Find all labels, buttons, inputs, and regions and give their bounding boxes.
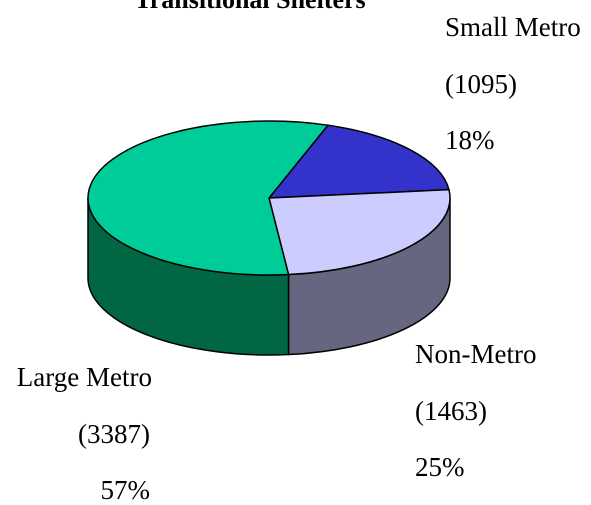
slice-label: Non-Metro: [415, 339, 536, 369]
percent-label: 18%: [445, 125, 495, 155]
count-label: (1463): [415, 396, 487, 426]
slice: [87, 120, 330, 276]
count-label: (3387): [78, 419, 150, 449]
slice-label: Large Metro: [17, 362, 152, 392]
slice: [268, 188, 451, 276]
slice-label: Small Metro: [445, 12, 581, 42]
count-label: (1095): [445, 69, 517, 99]
chart-title: Transitional Shelters: [134, 0, 365, 14]
percent-label: 57%: [101, 475, 151, 505]
percent-label: 25%: [415, 452, 465, 482]
